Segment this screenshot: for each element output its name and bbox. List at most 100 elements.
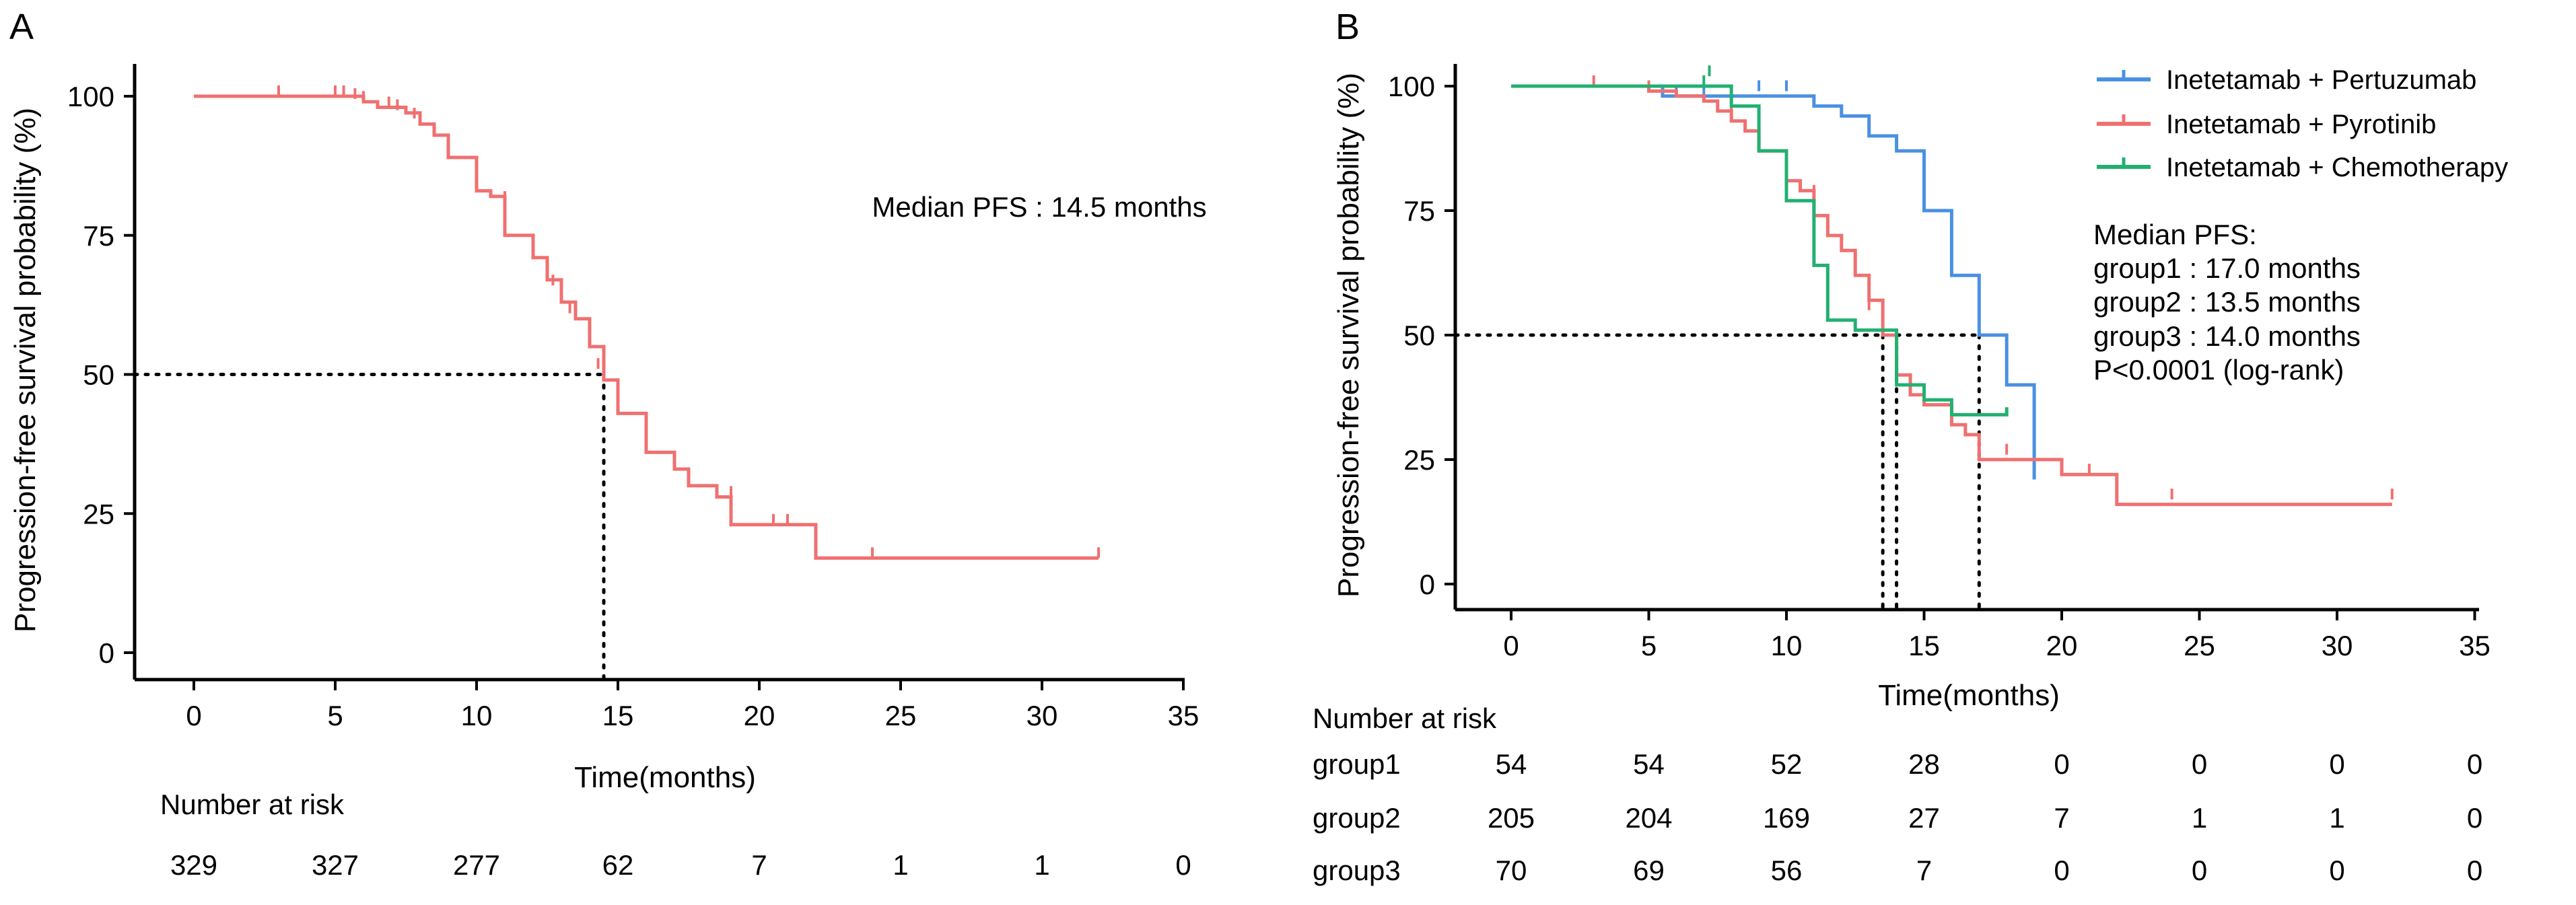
- panel-a-x-tick-label: 35: [1168, 700, 1199, 731]
- series-inetetamab-pyrotinib: [1511, 75, 2394, 507]
- risk-count: 7: [751, 849, 767, 881]
- panel-a-y-tick-label: 100: [67, 81, 114, 112]
- median-summary-title: Median PFS:: [2093, 219, 2257, 250]
- km-curve: [194, 94, 1099, 560]
- panel-a-x-tick-label: 5: [327, 700, 343, 731]
- risk-count: 0: [2054, 855, 2069, 886]
- panel-b-y-tick-label: 50: [1403, 320, 1435, 351]
- panel-b-x-tick-label: 20: [2046, 630, 2078, 661]
- risk-count: 56: [1771, 855, 1803, 886]
- legend-label-pyrotinib: Inetetamab + Pyrotinib: [2166, 110, 2436, 139]
- panel-b-x-tick-label: 10: [1771, 630, 1803, 661]
- panel-a-x-tick-label: 25: [885, 700, 917, 731]
- risk-count: 169: [1763, 802, 1810, 834]
- risk-count: 0: [2329, 748, 2344, 780]
- panel-a-plot-area: [133, 85, 1100, 682]
- risk-count: 0: [1175, 849, 1191, 881]
- panel-b-y-tick-label: 0: [1420, 569, 1435, 600]
- panel-a-median-annotation: Median PFS : 14.5 months: [872, 191, 1206, 223]
- panel-a-x-axis-label: Time(months): [574, 761, 756, 794]
- panel-a: A Progression-free survival probability …: [9, 7, 1207, 881]
- panel-a-x-tick-label: 10: [461, 700, 493, 731]
- risk-count: 329: [170, 849, 217, 881]
- panel-a-x-tick-label: 0: [186, 700, 201, 731]
- risk-count: 0: [2467, 748, 2482, 780]
- panel-b-x-tick-label: 5: [1641, 630, 1657, 661]
- panel-a-x-tick-label: 30: [1026, 700, 1058, 731]
- panel-a-risk-title: Number at risk: [160, 789, 345, 820]
- risk-count: 0: [2329, 855, 2344, 886]
- legend-item-pyrotinib: Inetetamab + Pyrotinib: [2097, 110, 2436, 139]
- risk-count: 7: [2054, 802, 2069, 834]
- risk-count: 204: [1625, 802, 1672, 834]
- panel-a-y-axis-label: Progression-free survival probability (%…: [9, 108, 42, 632]
- risk-count: 0: [2192, 855, 2207, 886]
- panel-b-risk-table: group1 54 54 52 28 0 0 0 0 group2 205 204 169 27 7 1 1 0 g…: [1313, 748, 2482, 886]
- risk-count: 27: [1908, 802, 1940, 834]
- risk-count: 1: [893, 849, 908, 881]
- panel-a-y-tick-label: 25: [83, 498, 114, 530]
- km-curve: [1511, 84, 2392, 507]
- panel-b-risk-title: Number at risk: [1313, 702, 1497, 734]
- risk-row-label: group3: [1313, 855, 1401, 886]
- risk-count: 1: [1034, 849, 1049, 881]
- risk-count: 7: [1916, 855, 1932, 886]
- legend-label-chemotherapy: Inetetamab + Chemotherapy: [2166, 153, 2508, 182]
- panel-b-x-tick-label: 30: [2322, 630, 2353, 661]
- panel-b-x-tick-label: 25: [2184, 630, 2215, 661]
- risk-count: 0: [2192, 748, 2207, 780]
- panel-a-y-tick-label: 75: [83, 220, 114, 252]
- risk-count: 0: [2467, 855, 2482, 886]
- panel-b-letter: B: [1335, 7, 1360, 47]
- panel-b-plot-area: [1453, 65, 2394, 612]
- risk-count: 70: [1496, 855, 1527, 886]
- panel-a-median-guides: [133, 373, 606, 682]
- panel-a-x-tick-label: 15: [602, 700, 634, 731]
- panel-a-y-tick-label: 50: [83, 359, 114, 391]
- median-group2: group2 : 13.5 months: [2093, 286, 2361, 318]
- legend-item-chemotherapy: Inetetamab + Chemotherapy: [2097, 153, 2508, 182]
- panel-a-letter: A: [9, 7, 34, 47]
- panel-b-x-tick-label: 35: [2459, 630, 2491, 661]
- panel-b-legend: Inetetamab + Pertuzumab Inetetamab + Pyr…: [2097, 65, 2508, 182]
- risk-count: 277: [453, 849, 500, 881]
- series-all-patients: [194, 85, 1100, 560]
- legend-label-pertuzumab: Inetetamab + Pertuzumab: [2166, 65, 2476, 95]
- panel-b-x-axis-label: Time(months): [1878, 679, 2060, 712]
- risk-count: 327: [312, 849, 359, 881]
- risk-row-label: group2: [1313, 802, 1401, 834]
- panel-a-axes: 0 25 50 75 100 0 5 10 15 20 25 30 35: [67, 64, 1199, 731]
- median-group3: group3 : 14.0 months: [2093, 320, 2361, 352]
- km-curve: [1511, 84, 2036, 480]
- risk-count: 69: [1633, 855, 1665, 886]
- risk-count: 28: [1908, 748, 1940, 780]
- risk-count: 62: [602, 849, 634, 881]
- risk-count: 52: [1771, 748, 1803, 780]
- legend-item-pertuzumab: Inetetamab + Pertuzumab: [2097, 65, 2476, 95]
- median-group1: group1 : 17.0 months: [2093, 252, 2361, 284]
- risk-count: 0: [2054, 748, 2069, 780]
- risk-count: 1: [2329, 802, 2344, 834]
- series-inetetamab-pertuzumab: [1511, 80, 2036, 480]
- panel-b-y-tick-label: 100: [1388, 71, 1435, 102]
- risk-count: 1: [2192, 802, 2207, 834]
- panel-b-y-axis-label: Progression-free survival probability (%…: [1332, 73, 1365, 598]
- risk-row-label: group1: [1313, 748, 1401, 780]
- panel-b-x-tick-label: 15: [1908, 630, 1940, 661]
- panel-a-x-tick-label: 20: [744, 700, 775, 731]
- risk-count: 205: [1488, 802, 1535, 834]
- risk-count: 54: [1633, 748, 1665, 780]
- panel-b-x-tick-label: 0: [1503, 630, 1519, 661]
- log-rank-p-value: P<0.0001 (log-rank): [2093, 354, 2344, 386]
- panel-b-y-tick-label: 75: [1403, 195, 1435, 227]
- panel-b-median-summary: Median PFS: group1 : 17.0 months group2 …: [2093, 219, 2361, 386]
- panel-b: B Progression-free survival probability …: [1313, 7, 2508, 886]
- panel-b-y-tick-label: 25: [1403, 444, 1435, 476]
- risk-count: 0: [2467, 802, 2482, 834]
- panel-a-y-tick-label: 0: [99, 637, 114, 669]
- risk-count: 54: [1496, 748, 1527, 780]
- series-inetetamab-chemotherapy: [1511, 65, 2009, 417]
- km-curve: [1511, 84, 2009, 417]
- panel-a-risk-table: 329 327 277 62 7 1 1 0: [170, 849, 1191, 881]
